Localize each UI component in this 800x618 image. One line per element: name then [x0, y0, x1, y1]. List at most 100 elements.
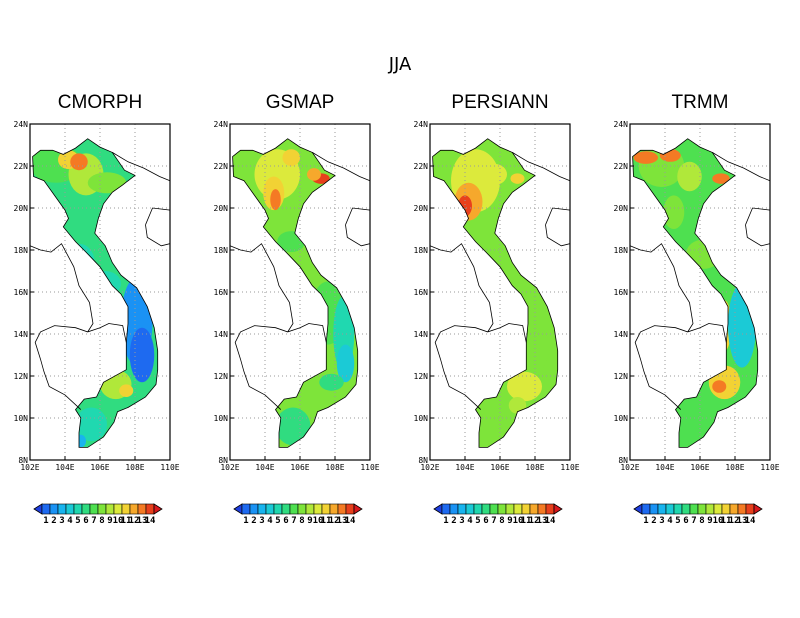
colorbar-arrow-left — [33, 503, 43, 515]
y-tick-label: 24N — [14, 120, 29, 129]
x-tick-label: 104E — [55, 463, 74, 472]
y-tick-label: 22N — [14, 162, 29, 171]
y-tick-label: 16N — [14, 288, 29, 297]
precip-region — [129, 327, 155, 383]
precip-region — [75, 407, 107, 442]
colorbar-label: 10 — [113, 516, 124, 526]
colorbar-swatch — [249, 503, 259, 515]
precip-region — [486, 241, 507, 259]
colorbar-label: 11 — [321, 516, 332, 526]
colorbar-swatch — [465, 503, 475, 515]
precip-region — [270, 189, 281, 211]
y-tick-label: 8N — [418, 456, 428, 465]
y-tick-label: 22N — [214, 162, 229, 171]
colorbar-swatch — [121, 503, 131, 515]
colorbar-label: 14 — [145, 516, 156, 526]
colorbar-swatch — [697, 503, 707, 515]
panel-title: GSMAP — [265, 92, 335, 113]
precip-map: 102E 104E 106E 108E 110E 8N 10N 12N 14N 16N 18N 20N… — [614, 120, 780, 526]
country-border — [634, 323, 727, 410]
colorbar-swatch — [521, 503, 531, 515]
precip-region — [482, 163, 507, 185]
colorbar-label: 10 — [313, 516, 324, 526]
panel-cmorph: CMORPH 102E 104E 106E 108E 110E 8N 10N 12N 14N 16… — [0, 92, 180, 532]
x-tick-label: 108E — [125, 463, 144, 472]
precip-region — [307, 168, 321, 181]
colorbar-label: 14 — [545, 516, 556, 526]
colorbar-label: 11 — [721, 516, 732, 526]
x-tick-label: 104E — [455, 463, 474, 472]
colorbar-swatch — [737, 503, 747, 515]
colorbar-swatch — [97, 503, 107, 515]
precip-map: 102E 104E 106E 108E 110E 8N 10N 12N 14N 16N 18N 20N… — [414, 120, 580, 526]
colorbar-swatch — [265, 503, 275, 515]
x-tick-label: 106E — [290, 463, 309, 472]
colorbar-label: 2 — [451, 516, 456, 526]
y-tick-label: 12N — [414, 372, 429, 381]
panel-title: PERSIANN — [451, 92, 549, 113]
x-tick-label: 108E — [725, 463, 744, 472]
precip-region — [319, 373, 344, 391]
colorbar-label: 8 — [499, 516, 504, 526]
colorbar-swatch — [505, 503, 515, 515]
colorbar-swatch — [321, 503, 331, 515]
colorbar-label: 5 — [675, 516, 680, 526]
vietnam-outline — [232, 138, 359, 448]
colorbar-label: 6 — [483, 516, 488, 526]
colorbar-label: 13 — [137, 516, 148, 526]
y-tick-label: 22N — [614, 162, 629, 171]
colorbar-label: 4 — [467, 516, 473, 526]
x-tick-label: 110E — [760, 463, 779, 472]
x-tick-label: 110E — [160, 463, 179, 472]
x-tick-label: 104E — [255, 463, 274, 472]
colorbar-label: 5 — [275, 516, 280, 526]
colorbar-swatch — [129, 503, 139, 515]
y-tick-label: 10N — [414, 414, 429, 423]
x-tick-label: 106E — [690, 463, 709, 472]
y-tick-label: 16N — [214, 288, 229, 297]
colorbar-swatch — [713, 503, 723, 515]
colorbar-swatch — [497, 503, 507, 515]
y-tick-label: 20N — [214, 204, 229, 213]
colorbar-swatch — [441, 503, 451, 515]
colorbar-swatch — [529, 503, 539, 515]
precip-region — [275, 407, 311, 446]
colorbar-label: 12 — [129, 516, 140, 526]
colorbar-swatch — [73, 503, 83, 515]
x-tick-label: 102E — [620, 463, 639, 472]
colorbar-label: 3 — [459, 516, 464, 526]
x-tick-label: 110E — [560, 463, 579, 472]
colorbar-label: 12 — [529, 516, 540, 526]
colorbar-label: 8 — [699, 516, 704, 526]
y-tick-label: 20N — [614, 204, 629, 213]
colorbar-swatch — [489, 503, 499, 515]
colorbar-swatch — [545, 503, 555, 515]
colorbar-label: 3 — [259, 516, 264, 526]
colorbar-swatch — [641, 503, 651, 515]
colorbar-label: 2 — [251, 516, 256, 526]
country-border — [629, 243, 694, 333]
y-tick-label: 8N — [618, 456, 628, 465]
y-tick-label: 10N — [614, 414, 629, 423]
colorbar-label: 7 — [491, 516, 496, 526]
colorbar-label: 4 — [667, 516, 673, 526]
colorbar-swatch — [329, 503, 339, 515]
colorbar-label: 10 — [713, 516, 724, 526]
colorbar-label: 14 — [745, 516, 756, 526]
colorbar-label: 8 — [99, 516, 104, 526]
panel-persiann: PERSIANN 102E 104E 106E 108E 110E 8N 10N 12N 14N… — [400, 92, 580, 532]
x-tick-label: 104E — [655, 463, 674, 472]
country-border — [34, 323, 127, 410]
colorbar-label: 5 — [75, 516, 80, 526]
colorbar-swatch — [305, 503, 315, 515]
colorbar-swatch — [689, 503, 699, 515]
colorbar-swatch — [745, 503, 755, 515]
x-tick-label: 110E — [360, 463, 379, 472]
colorbar-swatch — [345, 503, 355, 515]
y-tick-label: 14N — [414, 330, 429, 339]
y-tick-label: 10N — [214, 414, 229, 423]
colorbar-swatch — [337, 503, 347, 515]
